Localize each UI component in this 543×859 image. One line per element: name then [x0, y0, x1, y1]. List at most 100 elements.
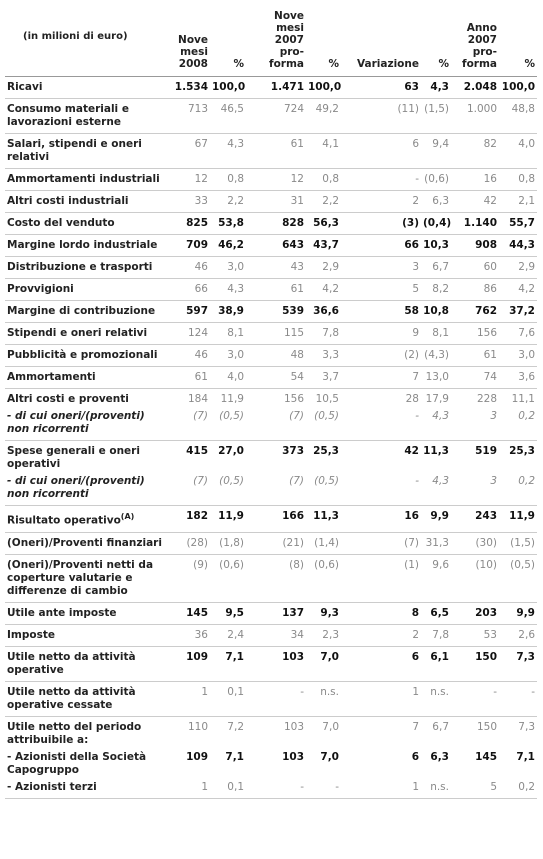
cell-value: 7,1 [516, 750, 535, 763]
cell-value: 0,1 [210, 780, 246, 799]
cell-value: 28 [341, 388, 421, 410]
cell-value: 539 [246, 300, 306, 323]
cell-value: 9,5 [210, 601, 246, 624]
cell-value: 42 [451, 190, 499, 213]
row-label-text: Margine di contribuzione [7, 305, 156, 317]
cell-value: 9,4 [421, 133, 451, 169]
row-label: (Oneri)/Proventi netti da coperture valu… [5, 553, 165, 602]
table-row: Utile netto del periodo attribuibile a: 1… [5, 715, 537, 751]
cell-value: 31,3 [421, 531, 451, 554]
table-row: Altri costi industriali 33 2,2 31 2,2 2 6,3 42 2… [5, 190, 537, 213]
cell-value: n.s. [421, 680, 451, 716]
cell-value: 27,0 [210, 440, 246, 475]
cell-value: 17,9 [421, 388, 451, 410]
cell-value: 66 [165, 278, 210, 301]
cell-value: 110 [165, 715, 210, 751]
row-label-text: - di cui oneri/(proventi) non ricorrenti [7, 410, 145, 435]
table-row: Stipendi e oneri relativi 124 8,1 115 7,8 9 8,… [5, 322, 537, 345]
row-label-text: Ammortamenti industriali [7, 173, 160, 185]
cell-value: (10) [451, 553, 499, 602]
row-label-text: - Azionisti della Società Capogruppo [7, 750, 147, 776]
column-header: (in milioni di euro) [5, 0, 165, 77]
cell-value: 103 [246, 715, 306, 751]
row-label: Altri costi e proventi [5, 388, 165, 410]
table-row: (Oneri)/Proventi finanziari (28) (1,8) (21)… [5, 531, 537, 554]
cell-value: 82 [451, 133, 499, 169]
row-label-text: Salari, stipendi e oneri relativi [7, 138, 142, 163]
cell-value: 4,3 [432, 475, 449, 487]
row-label: Imposte [5, 623, 165, 646]
cell-value: (7) [193, 475, 208, 487]
cell-value: 46 [165, 256, 210, 279]
cell-value: 44,3 [499, 234, 537, 257]
cell-value: 3 [490, 410, 497, 422]
cell-value: (1,8) [210, 531, 246, 554]
cell-value: 1 [165, 780, 210, 799]
cell-value: 2 [341, 190, 421, 213]
cell-value: 7,8 [306, 322, 341, 345]
cell-value: 1 [165, 680, 210, 716]
cell-value: 61 [246, 133, 306, 169]
cell-value: 2 [341, 623, 421, 646]
row-label: Altri costi industriali [5, 190, 165, 213]
cell-value: 60 [451, 256, 499, 279]
cell-value: 33 [165, 190, 210, 213]
cell-value: 1 [341, 680, 421, 716]
cell-value: (0,5) [219, 410, 244, 422]
cell-value: 137 [246, 601, 306, 624]
row-label: Margine di contribuzione [5, 300, 165, 323]
cell-value: n.s. [306, 680, 341, 716]
cell-value: 53 [451, 623, 499, 646]
cell-value: 7,3 [499, 645, 537, 681]
row-label: Provvigioni [5, 278, 165, 301]
row-label: - di cui oneri/(proventi) non ricorrenti [5, 410, 165, 441]
cell-value: 66 [341, 234, 421, 257]
cell-value: n.s. [421, 780, 451, 799]
row-label-text: Imposte [7, 628, 55, 641]
cell-value: 243 [451, 505, 499, 532]
cell-value: 828 [246, 212, 306, 235]
cell-value: 9,3 [306, 601, 341, 624]
cell-value: (1,4) [306, 531, 341, 554]
cell-value: 7,2 [210, 715, 246, 751]
cell-value: 8 [341, 601, 421, 624]
cell-value: (0,6) [210, 553, 246, 602]
cell-value: 150 [451, 645, 499, 681]
row-label: Ricavi [5, 76, 165, 99]
table-row: (Oneri)/Proventi netti da coperture valu… [5, 553, 537, 602]
cell-value: 0,8 [499, 168, 537, 191]
cell-value: 63 [341, 76, 421, 99]
cell-value: 43 [246, 256, 306, 279]
cell-value: (4,3) [421, 344, 451, 367]
row-label-text: Pubblicità e promozionali [7, 349, 158, 361]
cell-value: 1 [341, 780, 421, 799]
cell-value: (0,5) [219, 475, 244, 487]
cell-value: 61 [246, 278, 306, 301]
table-row: Ammortamenti 61 4,0 54 3,7 7 13,0 74 3,6 [5, 366, 537, 389]
cell-value: (7) [341, 531, 421, 554]
cell-value: (0,6) [421, 168, 451, 191]
column-header: Anno 2007 pro-forma [451, 0, 499, 77]
cell-value: - [246, 780, 306, 799]
row-label-text: Spese generali e oneri operativi [7, 445, 140, 470]
cell-value: 2,4 [210, 623, 246, 646]
table-row: Pubblicità e promozionali 46 3,0 48 3,3 (2) (4… [5, 344, 537, 367]
cell-value: 1.000 [451, 98, 499, 134]
cell-value: 74 [451, 366, 499, 389]
table-row: Spese generali e oneri operativi 415 27,0 3… [5, 440, 537, 475]
cell-value: 6,1 [421, 645, 451, 681]
cell-value: 166 [246, 505, 306, 532]
row-label: Ammortamenti [5, 366, 165, 389]
row-label: - Azionisti terzi [5, 780, 165, 799]
cell-value: 1.471 [246, 76, 306, 99]
cell-value: 46,5 [210, 98, 246, 134]
cell-value: 11,9 [499, 505, 537, 532]
column-header: Variazione [341, 0, 421, 77]
cell-value: (0,5) [314, 410, 339, 422]
cell-value: 184 [165, 388, 210, 410]
cell-value: 16 [451, 168, 499, 191]
cell-value: 145 [475, 750, 497, 763]
cell-value: 42 [341, 440, 421, 475]
cell-value: - [341, 168, 421, 191]
